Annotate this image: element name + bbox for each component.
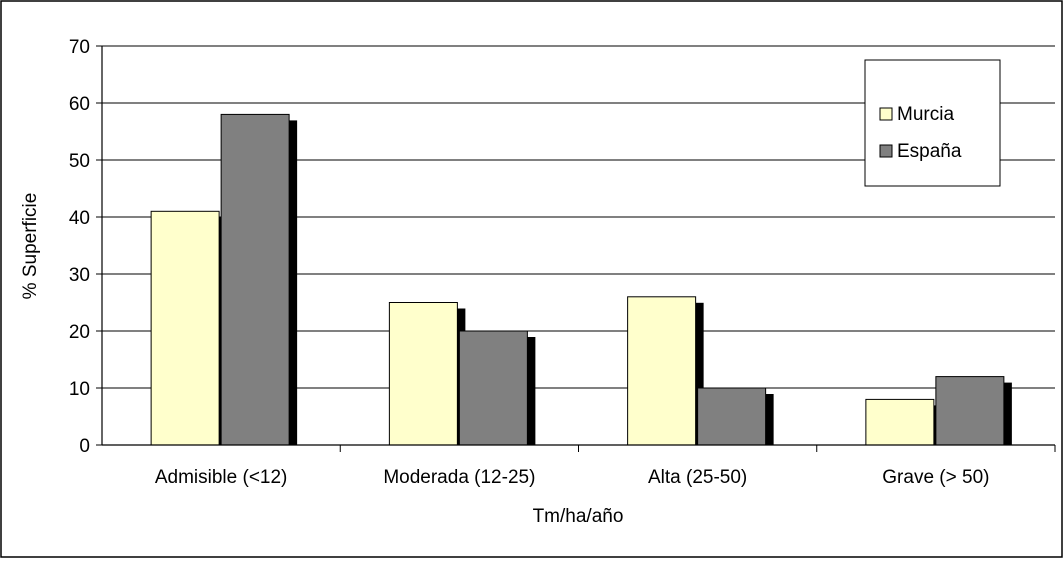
y-tick-label-5: 50 [69,151,90,172]
y-tick-labels: 0 10 20 30 40 50 60 70 [69,37,90,457]
x-tick-labels: Admisible (<12) Moderada (12-25) Alta (25-… [155,467,990,488]
y-tick-label-3: 30 [69,265,90,286]
x-tick-label-0: Admisible (<12) [155,467,288,488]
bar-1-1 [458,330,528,446]
legend-swatch-1 [879,144,893,158]
bar-shadow-3-1 [1003,382,1012,445]
y-tick-label-7: 70 [69,37,90,58]
axes [96,45,1056,452]
legend: Murcia España [864,59,1001,187]
y-axis-label: % Superficie [20,193,41,300]
legend-swatch-0 [879,107,893,121]
y-tick-label-1: 10 [69,379,90,400]
y-tick-label-4: 40 [69,208,90,229]
y-tick-label-6: 60 [69,94,90,115]
legend-label-1: España [897,141,962,162]
bar-shadow-0-1 [289,120,298,446]
bar-1-0 [388,302,458,446]
bar-0-1 [220,113,290,446]
y-tick-label-0: 0 [79,436,90,457]
bar-shadow-2-1 [765,394,774,445]
bar-2-1 [697,387,767,446]
x-tick-label-2: Alta (25-50) [648,467,747,488]
legend-box [864,59,1001,187]
x-tick-label-3: Grave (> 50) [882,467,989,488]
y-tick-label-2: 20 [69,322,90,343]
bar-shadow-2-0 [695,302,704,445]
bar-2-0 [627,296,697,446]
bar-0-0 [150,210,220,446]
x-axis-label: Tm/ha/año [533,506,624,527]
legend-label-0: Murcia [897,104,954,125]
x-tick-label-1: Moderada (12-25) [383,467,535,488]
bar-3-0 [865,398,935,446]
bar-3-1 [935,376,1005,446]
bars [150,113,1012,446]
bar-shadow-1-1 [527,337,536,445]
